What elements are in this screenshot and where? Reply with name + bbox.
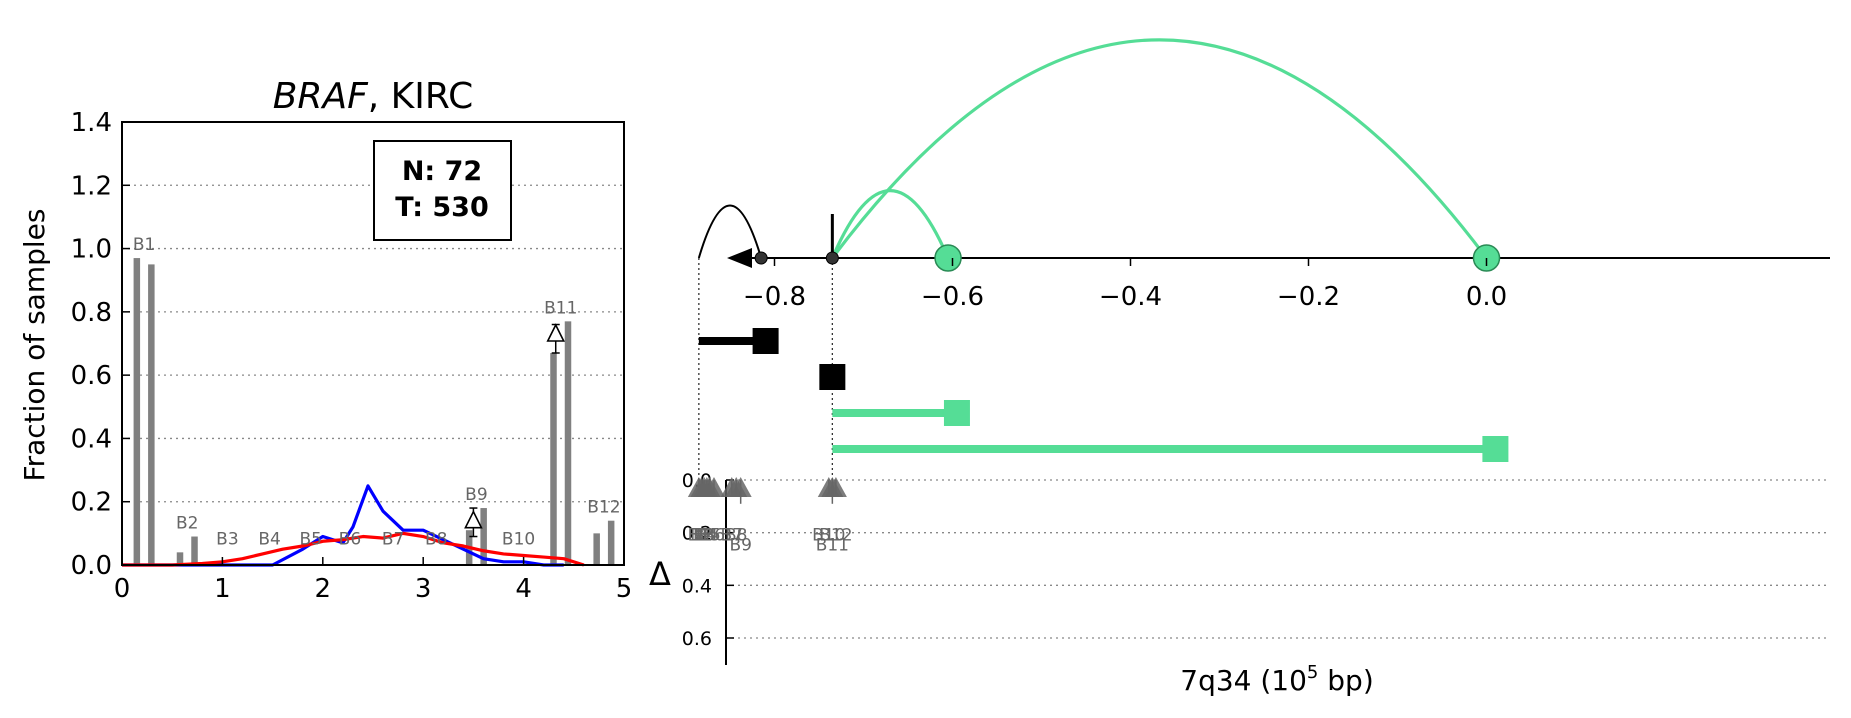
density-line (122, 531, 585, 567)
bin-label: B12 (587, 498, 620, 518)
right-chart: −0.8−0.6−0.4−0.20.0 0.00.20.40.6 B1B2B3B… (649, 38, 1830, 697)
delta-point-label: B10 (812, 526, 845, 546)
left-title: BRAF, KIRC (273, 76, 474, 117)
tumor-bar (148, 264, 155, 565)
legend-t-label: T: 530 (395, 192, 489, 223)
normal-bar (593, 533, 600, 565)
left-y-tick-label: 0.4 (71, 424, 112, 454)
delta-triangle-icon (546, 323, 566, 342)
delta-point-label: B4 (696, 526, 718, 546)
left-y-tick-label: 1.0 (71, 235, 112, 265)
legend-n-label: N: 72 (402, 156, 482, 187)
bin-label: B10 (502, 529, 535, 549)
right-delta-gridlines (726, 479, 1830, 639)
left-plot-frame (121, 121, 625, 566)
bin-label: B7 (382, 529, 404, 549)
tumor-bar (564, 321, 572, 565)
legend-box (373, 140, 512, 241)
left-y-tick-label: 0.0 (71, 551, 112, 581)
bin-label: B1 (133, 235, 155, 255)
delta-tick-label: 0.2 (682, 523, 712, 545)
left-y-tick-label: 0.8 (71, 298, 112, 328)
delta-point-label: B12 (819, 526, 852, 546)
left-title-cohort: , KIRC (368, 76, 473, 117)
normal-bar (133, 258, 141, 565)
span-end-square-icon (819, 364, 846, 390)
left-delta-markers (464, 323, 566, 538)
left-ticks: 0.0 0.2 0.4 0.6 0.8 1.0 1.2 1.4 0 1 2 3 4 5 (71, 108, 633, 604)
tumor-bar (480, 508, 487, 565)
delta-triangle-icon (464, 509, 483, 529)
left-bin-labels: B1 B2 B3 B4 B5 B6 B7 B8 B9 B10 B11 B12 (133, 235, 621, 549)
left-x-tick-label: 3 (415, 574, 432, 604)
bin-label: B4 (258, 529, 280, 549)
left-y-tick-label: 1.4 (71, 108, 112, 138)
right-x-label-sup: 5 (1307, 662, 1318, 683)
delta-tick-label: 0.4 (682, 575, 712, 597)
bin-label: B2 (176, 514, 198, 534)
right-arcs (697, 38, 1501, 272)
delta-point-label: B6 (703, 526, 725, 546)
left-x-tick-label: 5 (616, 574, 633, 604)
delta-point-label: B11 (816, 536, 849, 556)
bin-label: B11 (544, 298, 577, 318)
right-x-tick-label: −0.8 (743, 282, 806, 312)
left-y-tick-label: 1.2 (71, 171, 112, 201)
left-y-axis-label: Fraction of samples (18, 209, 51, 482)
delta-point-label: B2 (690, 526, 712, 546)
bin-label: B8 (425, 529, 447, 549)
delta-point-label: B1 (688, 526, 710, 546)
arc-curve (830, 189, 950, 259)
right-delta-axis-label: Δ (649, 555, 671, 593)
left-x-tick-label: 4 (515, 574, 532, 604)
span-end-square-icon (752, 328, 779, 354)
right-x-tick-label: −0.4 (1099, 282, 1162, 312)
left-x-tick-label: 2 (315, 574, 332, 604)
arc-end-dot-icon (754, 251, 768, 265)
normal-bar (176, 552, 184, 565)
tumor-bar (191, 536, 198, 565)
right-x-axis-label: 7q34 (105 bp) (1180, 662, 1374, 697)
bin-label: B6 (339, 529, 361, 549)
right-x-tick-label: 0.0 (1466, 282, 1507, 312)
axis-arrow-icon (727, 248, 752, 268)
tumor-bar (607, 520, 615, 565)
delta-point-label: B9 (729, 536, 751, 556)
left-y-tick-label: 0.2 (71, 488, 112, 518)
delta-point-label: B7 (721, 526, 743, 546)
left-bars (133, 258, 615, 565)
delta-point-triangle-icon (729, 477, 752, 497)
arc-curve (697, 204, 763, 259)
bin-label: B5 (300, 529, 322, 549)
span-end-square-icon (1482, 436, 1509, 462)
right-spans (698, 328, 1509, 462)
right-x-label-suffix: bp) (1318, 664, 1373, 697)
delta-point-label: B3 (693, 526, 715, 546)
left-title-gene: BRAF (273, 76, 369, 117)
left-chart: B1 B2 B3 B4 B5 B6 B7 B8 B9 B10 B11 B12 0.0 0.2 0.4 0.6… (18, 76, 632, 604)
span-end-square-icon (943, 400, 970, 426)
delta-point-label: B8 (725, 526, 747, 546)
bin-label: B3 (216, 529, 238, 549)
right-x-tick-label: −0.6 (921, 282, 984, 312)
bin-label: B9 (465, 485, 487, 505)
left-x-tick-label: 0 (114, 574, 131, 604)
left-y-tick-label: 0.6 (71, 361, 112, 391)
arc-end-circle-icon (934, 244, 962, 272)
arc-curve (831, 38, 1488, 259)
delta-tick-label: 0.6 (682, 628, 712, 650)
delta-point-triangle-icon (824, 477, 847, 497)
right-x-label-prefix: 7q34 (10 (1180, 664, 1307, 697)
right-x-tick-label: −0.2 (1277, 282, 1340, 312)
right-x-ticks: −0.8 −0.6 −0.4 −0.2 0.0 (743, 258, 1507, 312)
left-x-tick-label: 1 (214, 574, 231, 604)
start-marker-dot-icon (825, 251, 839, 265)
delta-point-triangle-icon (702, 477, 725, 497)
delta-point-label: B5 (698, 526, 720, 546)
normal-bar (550, 352, 557, 565)
